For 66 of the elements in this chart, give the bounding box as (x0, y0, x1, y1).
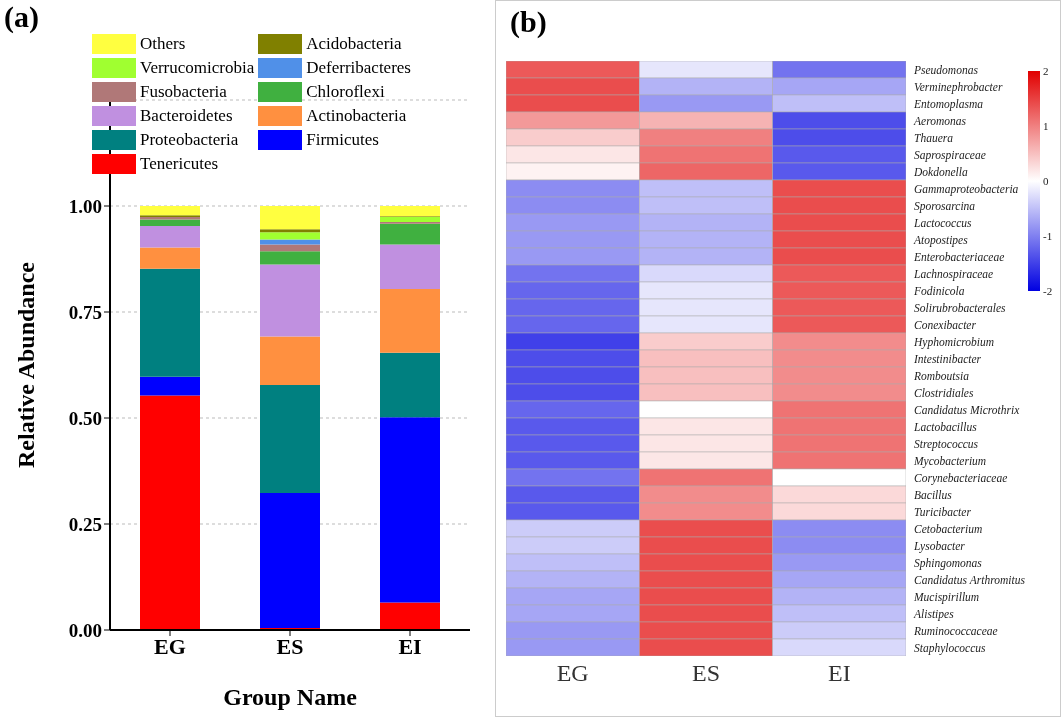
legend-label: Verrucomicrobia (140, 58, 255, 78)
legend-label: Deferribacteres (306, 58, 411, 78)
y-tick-label: Gammaproteobacteria (914, 182, 1019, 196)
legend-label: Others (140, 34, 186, 54)
y-tick-label: Solirubrobacterales (914, 301, 1007, 314)
color-bar-label: 1 (1043, 120, 1049, 132)
legend-label: Fusobacteria (140, 82, 227, 102)
y-tick-label: Enterobacteriaceae (913, 250, 1005, 263)
x-tick-label: ES (276, 633, 304, 659)
y-tick-label: Turicibacter (914, 505, 972, 518)
y-tick-label: Bacillus (914, 488, 953, 501)
legend-label: Proteobacteria (140, 130, 239, 150)
y-tick-label: Fodinicola (913, 284, 965, 297)
y-tick-label: Thauera (914, 131, 954, 144)
y-tick-label: Saprospiraceae (914, 148, 986, 162)
y-tick-label: Streptococcus (914, 437, 979, 451)
x-tick-label: EI (828, 660, 851, 687)
y-tick-label: 0.25 (68, 513, 102, 535)
y-tick-label: Alistipes (913, 607, 955, 621)
y-tick-label: Hyphomicrobium (913, 335, 995, 349)
y-tick-label: Ruminococcaceae (913, 624, 998, 637)
x-tick-label: EI (398, 633, 422, 659)
y-tick-label: Corynebacteriaceae (914, 471, 1008, 485)
color-bar-label: 2 (1043, 65, 1049, 77)
color-bar-label: -2 (1043, 285, 1053, 297)
y-tick-label: Lachnospiraceae (913, 267, 994, 281)
y-tick-label: Sporosarcina (914, 199, 976, 213)
y-tick-label: Pseudomonas (913, 63, 979, 76)
y-tick-label: Romboutsia (913, 369, 970, 382)
y-tick-label: Dokdonella (913, 165, 968, 178)
color-bar-label: 0 (1043, 175, 1049, 187)
y-tick-label: Mucispirillum (913, 590, 980, 604)
chart-title: (b) (510, 5, 547, 39)
legend-label: Actinobacteria (306, 106, 407, 126)
y-tick-label: Intestinibacter (913, 352, 982, 365)
y-tick-label: Atopostipes (913, 233, 969, 247)
x-tick-label: ES (691, 660, 721, 687)
y-tick-label: Mycobacterium (913, 454, 987, 468)
y-tick-label: Clostridiales (914, 386, 974, 399)
y-tick-label: Entomoplasma (913, 97, 984, 111)
legend-label: Bacteroidetes (140, 106, 233, 126)
legend-label: Chloroflexi (306, 82, 385, 102)
legend-label: Tenericutes (140, 154, 219, 174)
y-tick-label: Conexibacter (914, 318, 977, 331)
y-tick-label: 0.50 (68, 407, 102, 429)
y-tick-label: 1.00 (68, 195, 102, 217)
x-tick-label: EG (556, 660, 589, 687)
y-tick-label: Lactococcus (913, 216, 973, 229)
y-tick-label: 0.00 (68, 619, 102, 641)
x-axis-title: Group Name (223, 684, 358, 710)
y-tick-label: Lactobacillus (913, 420, 978, 433)
y-tick-label: Verminephrobacter (914, 80, 1003, 94)
chart-title: (a) (4, 0, 39, 34)
legend-label: Firmicutes (306, 130, 379, 150)
y-tick-label: Candidatus Microthrix (914, 403, 1021, 416)
y-tick-label: Staphylococcus (914, 641, 987, 655)
y-tick-label: Aeromonas (913, 114, 967, 127)
color-bar-label: -1 (1043, 230, 1053, 242)
x-tick-label: EG (154, 633, 186, 659)
y-tick-label: Sphingomonas (914, 556, 983, 570)
y-axis-title: Relative Abundance (12, 261, 39, 469)
y-tick-label: Lysobacter (913, 539, 966, 553)
legend-label: Acidobacteria (306, 34, 402, 54)
y-tick-label: Cetobacterium (914, 522, 983, 535)
y-tick-label: 0.75 (68, 301, 102, 323)
y-tick-label: Candidatus Arthromitus (914, 573, 1026, 586)
